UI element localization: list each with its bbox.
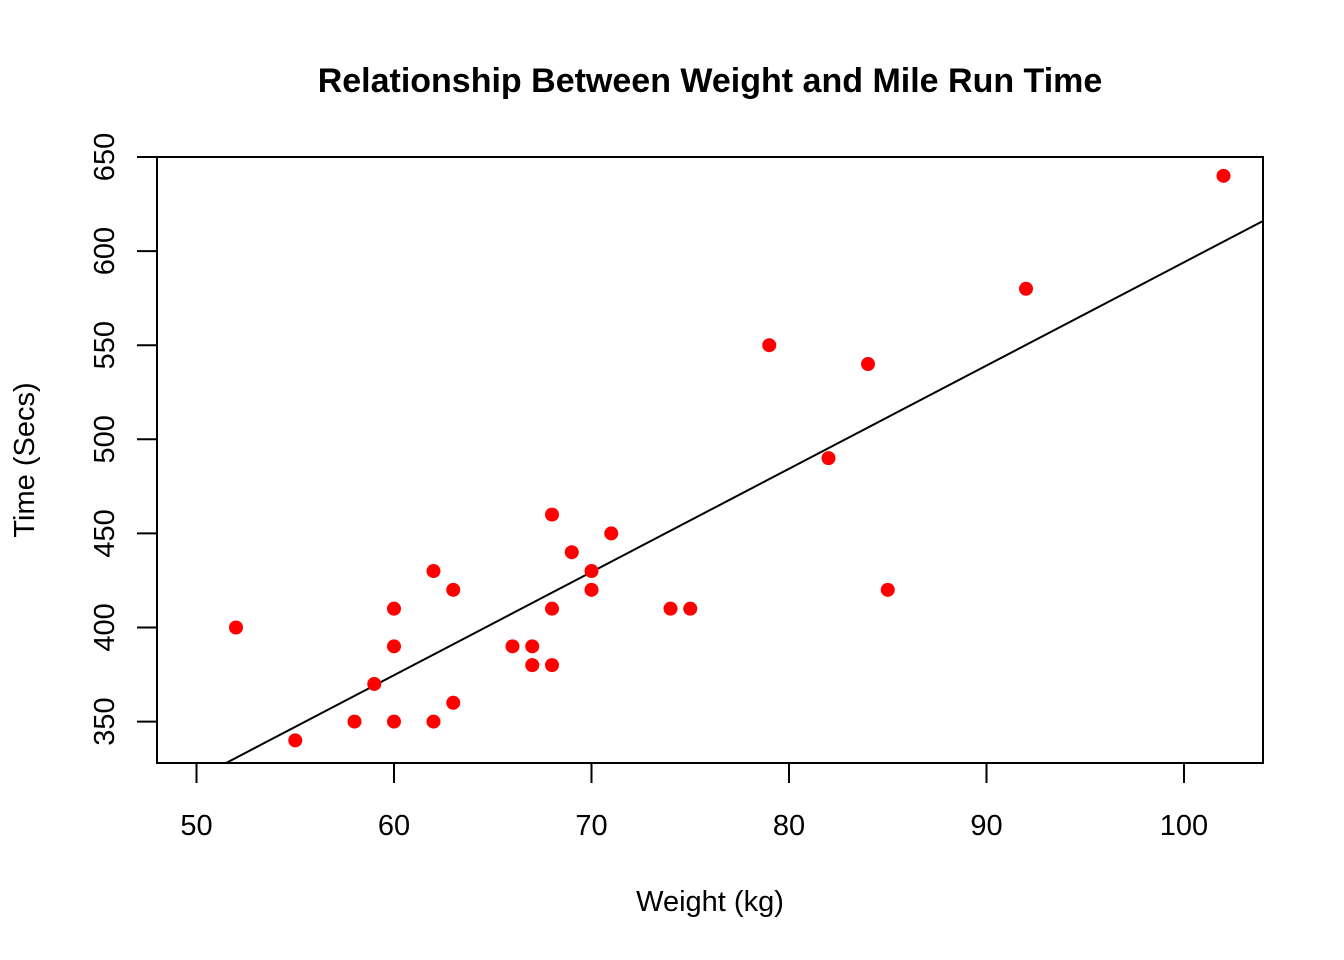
data-point xyxy=(387,714,401,729)
data-point xyxy=(525,639,540,654)
data-point xyxy=(387,639,401,654)
y-tick-label: 600 xyxy=(89,227,121,275)
data-point xyxy=(525,658,540,673)
data-point xyxy=(564,545,579,560)
data-point xyxy=(1216,168,1231,183)
data-point xyxy=(880,582,895,597)
data-point xyxy=(663,601,678,616)
y-tick-label: 350 xyxy=(89,697,121,745)
trend-line-group xyxy=(225,220,1264,764)
data-point xyxy=(584,582,599,597)
y-tick-label: 450 xyxy=(89,509,121,557)
data-points xyxy=(229,168,1231,748)
data-point xyxy=(545,601,559,616)
data-point xyxy=(1019,281,1033,296)
x-tick-label: 90 xyxy=(970,810,1002,842)
data-point xyxy=(861,357,875,372)
y-tick-label: 650 xyxy=(89,133,121,181)
data-point xyxy=(505,639,520,654)
data-point xyxy=(446,582,461,597)
plot-frame xyxy=(156,156,1264,764)
y-axis-label: Time (Secs) xyxy=(9,382,41,537)
data-point xyxy=(821,451,836,466)
data-point xyxy=(762,338,777,353)
data-point xyxy=(367,676,382,691)
x-tick-label: 60 xyxy=(378,810,410,842)
x-tick-label: 100 xyxy=(1160,810,1208,842)
data-point xyxy=(545,507,559,522)
y-tick-label: 550 xyxy=(89,321,121,369)
x-axis-label: Weight (kg) xyxy=(636,886,784,918)
y-tick-label: 500 xyxy=(89,415,121,463)
data-point xyxy=(347,714,362,729)
trend-line xyxy=(225,220,1264,764)
x-tick-label: 80 xyxy=(773,810,805,842)
x-tick-label: 70 xyxy=(575,810,607,842)
y-tick-label: 400 xyxy=(89,603,121,651)
data-point xyxy=(604,526,619,541)
data-point xyxy=(229,620,243,635)
data-point xyxy=(446,695,461,710)
data-point xyxy=(545,658,559,673)
x-tick-label: 50 xyxy=(180,810,212,842)
data-point xyxy=(387,601,401,616)
chart-title: Relationship Between Weight and Mile Run… xyxy=(318,62,1103,100)
data-point xyxy=(683,601,698,616)
y-axis: 350 400 450 500 550 600 650 xyxy=(89,133,158,746)
data-point xyxy=(584,564,599,579)
x-axis: 50 60 70 80 90 100 xyxy=(180,762,1208,842)
data-point xyxy=(426,714,441,729)
data-point xyxy=(288,733,303,748)
data-point xyxy=(426,564,441,579)
